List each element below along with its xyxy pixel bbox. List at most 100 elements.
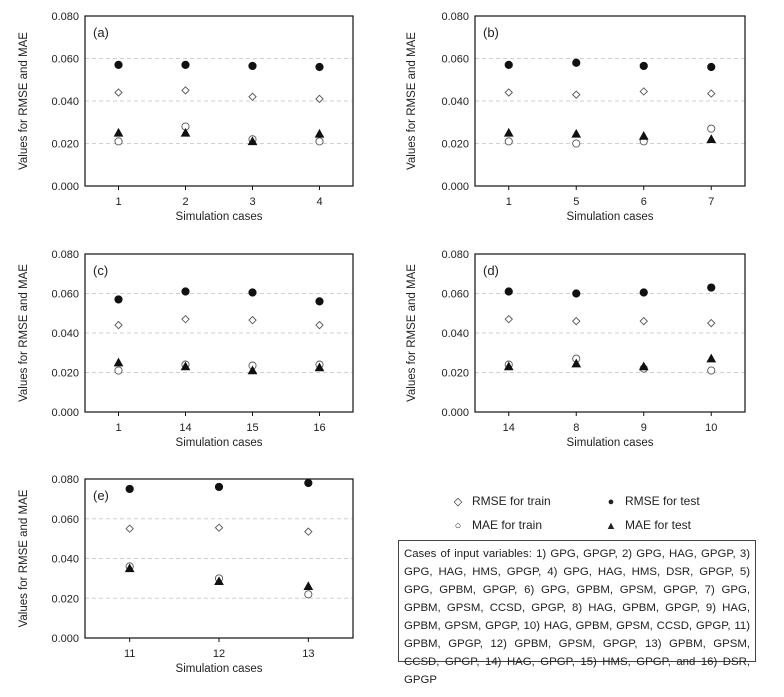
diamond-marker (707, 318, 716, 328)
y-tick-label: 0.000 (51, 181, 79, 193)
open-circle-marker (114, 137, 123, 146)
y-tick-label: 0.060 (51, 54, 79, 66)
filled-circle-marker-icon: ● (607, 496, 615, 508)
diamond-marker (504, 314, 513, 324)
x-axis-label: Simulation cases (567, 211, 654, 223)
legend: ◇ RMSE for train ● RMSE for test ○ MAE for … (395, 488, 755, 542)
y-tick-label: 0.080 (441, 11, 469, 23)
y-tick-label: 0.020 (441, 368, 469, 380)
filled-circle-marker (181, 60, 190, 69)
y-tick-label: 0.020 (51, 593, 79, 605)
y-tick-label: 0.020 (441, 139, 469, 151)
y-tick-label: 0.060 (51, 514, 79, 526)
x-axis-label: Simulation cases (176, 663, 263, 675)
y-axis-label: Values for RMSE and MAE (406, 264, 418, 402)
x-tick-label: 3 (249, 196, 255, 208)
x-tick-label: 11 (124, 648, 135, 660)
x-tick-label: 16 (313, 422, 325, 434)
chart-panel: 0.000 0.020 0.040 0.060 0.080 1 14 15 16 (c) Simul… (0, 242, 380, 479)
diamond-marker (181, 86, 190, 95)
caption-box: Cases of input variables: 1) GPG, GPGP, … (398, 540, 756, 686)
diamond-marker (315, 320, 324, 330)
filled-circle-marker (572, 58, 581, 67)
x-tick-label: 9 (641, 422, 647, 434)
y-tick-label: 0.040 (51, 328, 79, 340)
legend-label: RMSE for train (472, 494, 551, 508)
y-tick-label: 0.040 (441, 328, 469, 340)
y-tick-label: 0.000 (441, 181, 469, 193)
diamond-marker (504, 88, 513, 97)
filled-triangle-marker (303, 581, 314, 591)
y-tick-label: 0.000 (51, 407, 79, 419)
filled-triangle-marker (124, 563, 135, 573)
filled-circle-marker (114, 60, 123, 69)
chart-panel: 0.000 0.020 0.040 0.060 0.080 11 12 13 (e) Simula… (0, 467, 380, 697)
filled-triangle-marker (180, 361, 191, 371)
filled-circle-marker (315, 297, 324, 306)
x-tick-label: 15 (246, 422, 258, 434)
x-tick-label: 6 (641, 196, 647, 208)
chart-panel: 0.000 0.020 0.040 0.060 0.080 1 2 3 4 (a) Simulati… (0, 0, 380, 237)
filled-triangle-marker (180, 127, 191, 137)
y-tick-label: 0.080 (51, 11, 79, 23)
diamond-marker (572, 90, 581, 99)
x-tick-label: 12 (213, 648, 225, 660)
open-circle-marker (504, 137, 513, 146)
filled-triangle-marker (571, 128, 582, 138)
x-tick-label: 2 (182, 196, 188, 208)
y-tick-label: 0.080 (441, 249, 469, 261)
plot-frame (84, 15, 354, 187)
y-tick-label: 0.040 (441, 96, 469, 108)
open-circle-marker (114, 366, 123, 375)
filled-circle-marker (125, 484, 134, 494)
diamond-marker (181, 314, 190, 324)
filled-circle-marker (248, 288, 257, 297)
diamond-marker (248, 92, 257, 101)
x-tick-label: 10 (705, 422, 717, 434)
filled-triangle-marker (247, 136, 258, 146)
legend-item-rmse-train: ◇ RMSE for train (450, 494, 551, 508)
y-axis-label: Values for RMSE and MAE (18, 489, 30, 627)
diamond-marker (248, 315, 257, 325)
diamond-marker (572, 316, 581, 326)
filled-triangle-marker (113, 357, 124, 367)
diamond-marker (639, 316, 648, 326)
y-tick-label: 0.060 (441, 54, 469, 66)
plot-frame (474, 15, 746, 187)
y-tick-label: 0.040 (51, 554, 79, 566)
legend-item-mae-test: ▲ MAE for test (603, 518, 691, 532)
y-tick-label: 0.020 (51, 368, 79, 380)
legend-label: MAE for test (625, 518, 692, 532)
chart-svg: 0.000 0.020 0.040 0.060 0.080 11 12 13 (e) Simula… (18, 474, 354, 675)
filled-triangle-marker (638, 361, 649, 371)
open-circle-marker-icon: ○ (454, 520, 462, 532)
filled-circle-marker (304, 478, 313, 488)
filled-circle-marker (504, 287, 513, 296)
filled-triangle-marker (571, 358, 582, 368)
filled-circle-marker (707, 283, 716, 292)
diamond-marker (315, 94, 324, 104)
x-tick-label: 4 (316, 196, 322, 208)
chart-svg: 0.000 0.020 0.040 0.060 0.080 1 5 6 7 (b) Simulati… (406, 11, 746, 223)
y-axis-label: Values for RMSE and MAE (18, 32, 30, 170)
filled-circle-marker (639, 288, 648, 297)
diamond-marker (304, 527, 313, 536)
filled-circle-marker (114, 295, 123, 304)
filled-triangle-marker (214, 576, 224, 586)
x-tick-label: 14 (503, 422, 515, 434)
y-tick-label: 0.020 (51, 139, 79, 151)
x-tick-label: 5 (573, 196, 579, 208)
filled-triangle-marker (503, 361, 514, 371)
plot-frame (84, 253, 354, 413)
y-tick-label: 0.060 (441, 289, 469, 301)
y-tick-label: 0.080 (51, 474, 79, 486)
filled-triangle-marker (638, 131, 649, 140)
legend-label: MAE for train (472, 518, 543, 532)
diamond-marker (214, 523, 224, 532)
open-circle-marker (707, 124, 716, 133)
filled-triangle-marker-icon: ▲ (605, 520, 617, 532)
x-tick-label: 1 (115, 422, 121, 434)
filled-triangle-marker (706, 134, 717, 143)
chart-svg: 0.000 0.020 0.040 0.060 0.080 1 14 15 16 (c) Simul… (18, 249, 354, 449)
x-tick-label: 1 (115, 196, 121, 208)
